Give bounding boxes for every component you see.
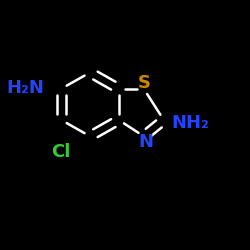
Text: Cl: Cl [52, 143, 71, 161]
Text: H₂N: H₂N [6, 79, 44, 97]
Text: N: N [138, 133, 153, 151]
Text: S: S [138, 74, 151, 92]
Text: NH₂: NH₂ [171, 114, 209, 132]
